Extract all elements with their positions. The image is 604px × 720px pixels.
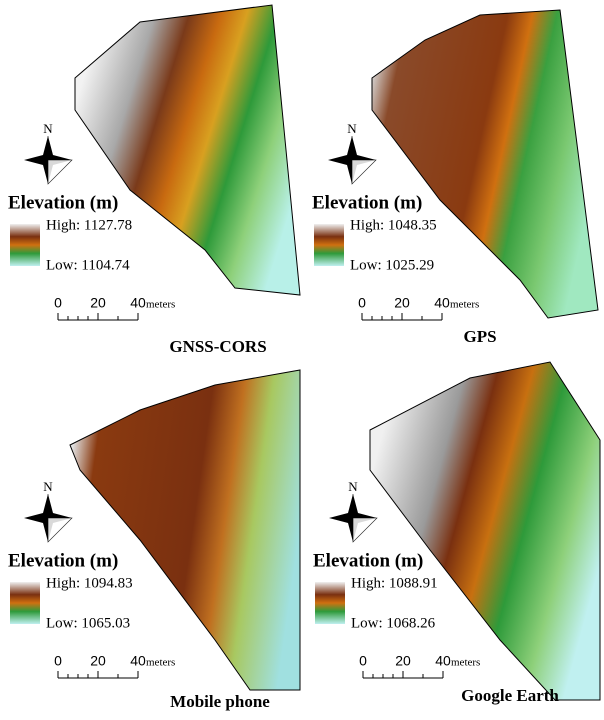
- scale-unit: meters: [451, 657, 480, 669]
- scale-label: 40: [434, 295, 450, 311]
- north-label: N: [43, 121, 53, 136]
- scale-label: 40: [130, 653, 146, 669]
- scale-unit: meters: [450, 299, 479, 311]
- compass-rose-light: [353, 494, 377, 542]
- legend-high: High: 1094.83: [46, 575, 133, 591]
- scale-label: 0: [54, 295, 62, 311]
- legend-high: High: 1088.91: [351, 575, 438, 591]
- scale-label: 20: [395, 653, 411, 669]
- legend-high: High: 1048.35: [350, 217, 437, 233]
- panel-title: Google Earth: [461, 686, 559, 705]
- elevation-map: [75, 5, 300, 295]
- panel-title: GNSS-CORS: [169, 337, 266, 356]
- north-label: N: [348, 479, 358, 494]
- compass-rose-light: [48, 494, 72, 542]
- scale-label: 40: [435, 653, 451, 669]
- legend-title: Elevation (m): [8, 550, 118, 571]
- figure: N Elevation (m) High: 1127.78 Low: 1104.74 0…: [0, 0, 604, 715]
- legend-title: Elevation (m): [312, 192, 422, 213]
- legend-low: Low: 1065.03: [46, 615, 130, 631]
- scale-unit: meters: [146, 657, 175, 669]
- legend-ramp: [10, 582, 40, 624]
- scale-label: 0: [359, 653, 367, 669]
- scale-label: 20: [394, 295, 410, 311]
- legend-title: Elevation (m): [313, 550, 423, 571]
- legend-title: Elevation (m): [8, 192, 118, 213]
- scale-label: 0: [54, 653, 62, 669]
- legend-low: Low: 1025.29: [350, 257, 434, 273]
- elevation-map: [70, 370, 300, 690]
- legend-low: Low: 1068.26: [351, 615, 436, 631]
- panel-title: GPS: [463, 327, 496, 346]
- legend-ramp: [314, 224, 344, 266]
- elevation-map: [370, 362, 600, 700]
- legend-ramp: [10, 224, 40, 266]
- north-label: N: [347, 121, 357, 136]
- scale-label: 20: [90, 295, 106, 311]
- compass-rose-light: [48, 136, 72, 184]
- legend-high: High: 1127.78: [46, 217, 132, 233]
- scale-label: 40: [130, 295, 146, 311]
- scale-unit: meters: [146, 299, 175, 311]
- legend-low: Low: 1104.74: [46, 257, 130, 273]
- scale-label: 20: [90, 653, 106, 669]
- panel-title: Mobile phone: [170, 692, 270, 711]
- compass-rose-light: [352, 136, 376, 184]
- north-label: N: [43, 479, 53, 494]
- scale-label: 0: [358, 295, 366, 311]
- legend-ramp: [315, 582, 345, 624]
